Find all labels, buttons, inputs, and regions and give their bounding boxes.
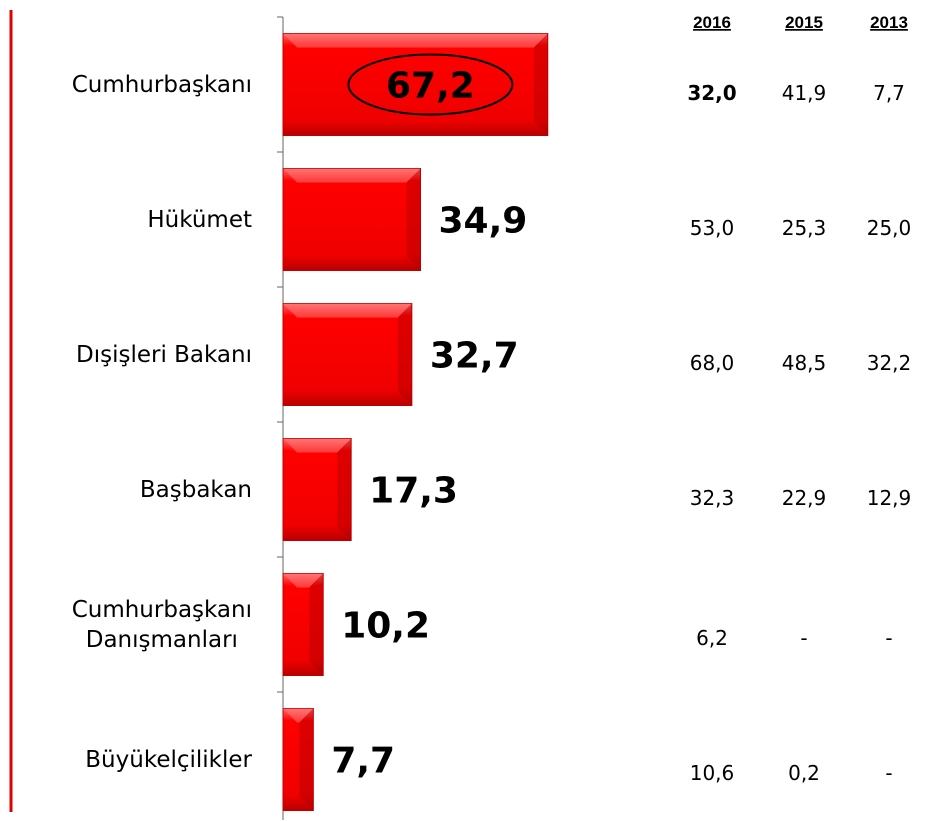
value-label: 67,2 (386, 66, 475, 107)
table-cell: 48,5 (782, 351, 827, 375)
value-label: 10,2 (341, 606, 430, 647)
bar (282, 168, 422, 271)
bar-bevel (283, 573, 324, 588)
bar (282, 33, 549, 136)
bar-bevel (283, 303, 412, 318)
table-cell: 12,9 (867, 486, 912, 510)
category-label: Hükümet (147, 206, 252, 233)
table-cell: 10,6 (690, 761, 735, 785)
bar-bevel (299, 708, 314, 811)
bar-bevel (397, 303, 412, 406)
table-header: 2015 (785, 13, 823, 32)
table-cell: 53,0 (690, 216, 735, 240)
table-cell: 32,0 (687, 81, 736, 105)
table-cell: 22,9 (782, 486, 827, 510)
table-cell: 7,7 (873, 81, 905, 105)
bar-bevel (283, 33, 548, 48)
value-label: 17,3 (369, 471, 458, 512)
category-label: Başbakan (139, 476, 252, 503)
bar-bevel (309, 573, 324, 676)
table-cell: 32,2 (867, 351, 912, 375)
value-label: 32,7 (430, 336, 519, 377)
category-label: Cumhurbaşkanı Danışmanları (71, 596, 252, 653)
table-cell: 32,3 (690, 486, 735, 510)
value-label: 7,7 (331, 741, 395, 782)
table-cell: 68,0 (690, 351, 735, 375)
table-cell: 41,9 (782, 81, 827, 105)
bar-bevel (533, 33, 548, 136)
table-cell: 25,3 (782, 216, 827, 240)
table-cell: 6,2 (696, 626, 728, 650)
bar-bevel (406, 168, 421, 271)
value-label: 34,9 (439, 201, 528, 242)
bar (282, 303, 413, 406)
table-cell: 0,2 (788, 761, 820, 785)
category-label: Cumhurbaşkanı (71, 71, 252, 98)
table-cell: - (885, 626, 892, 650)
category-label: Büyükelçilikler (85, 746, 252, 773)
bar (282, 573, 324, 676)
bar-bevel (337, 438, 352, 541)
table-header: 2013 (870, 13, 908, 32)
category-label: Dışişleri Bakanı (75, 341, 252, 368)
table-cell: - (885, 761, 892, 785)
table-header: 2016 (693, 13, 731, 32)
bar-bevel (283, 438, 352, 453)
bar-bevel (283, 168, 421, 183)
table-cell: 25,0 (867, 216, 912, 240)
table-cell: - (800, 626, 807, 650)
bar-bevel (283, 708, 314, 723)
highlight-ellipse (347, 53, 514, 116)
